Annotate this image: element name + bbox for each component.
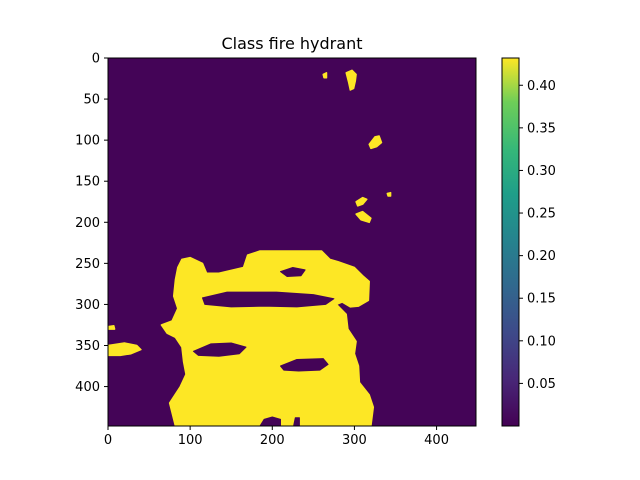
colorbar-tick-label: 0.10 [527,334,556,349]
heatmap-region-hole-lower-right [280,358,329,372]
colorbar-tick-label: 0.40 [527,79,556,94]
y-tick-label: 300 [75,298,100,313]
y-tick-label: 0 [92,52,100,67]
colorbar-tick-label: 0.25 [527,207,556,222]
heatmap-region-notch-bottom [293,417,300,426]
x-tick-label: 300 [342,433,367,448]
heatmap-area [108,58,476,426]
y-tick-label: 400 [75,380,100,395]
colorbar-tick-label: 0.05 [527,377,556,392]
heatmap-region-right-dot [386,191,392,197]
x-axis: 0 100 200 300 400 [104,426,449,448]
y-tick-label: 200 [75,216,100,231]
y-tick-label: 350 [75,339,100,354]
heatmap-region-hole-lower-left [192,342,247,357]
colorbar-frame [501,57,520,427]
y-tick-label: 50 [83,93,100,108]
colorbar-ticks: 0.05 0.10 0.15 0.20 0.25 0.30 0.35 0.40 [519,79,556,392]
heatmap-region-top-blob-b [322,72,328,79]
heatmap-region-left-arm [108,342,142,357]
plot-frame [107,57,477,427]
heatmap-region-right-blob-a [368,135,383,150]
heatmap-region-hole-mid [202,291,335,308]
y-tick-label: 250 [75,257,100,272]
x-tick-label: 200 [260,433,285,448]
x-tick-label: 100 [178,433,203,448]
heatmap-region-hole-upper [280,267,306,277]
x-tick-label: 400 [424,433,449,448]
y-tick-label: 100 [75,134,100,149]
y-tick-label: 150 [75,175,100,190]
y-axis: 0 50 100 150 200 250 300 350 400 [75,52,108,395]
heatmap-region-left-dot [108,325,116,330]
colorbar-tick-label: 0.35 [527,121,556,136]
heatmap-region-hole-bottom [259,416,281,426]
heatmap-region-top-blob-a [345,69,357,91]
heatmap-region-right-blob-c [355,210,372,224]
colorbar-gradient [502,58,519,426]
colorbar: 0.05 0.10 0.15 0.20 0.25 0.30 0.35 0.40 [501,57,556,427]
heatmap-region-right-blob-b [355,196,368,207]
colorbar-tick-label: 0.20 [527,249,556,264]
heatmap-region-main-blob [160,250,375,426]
colorbar-tick-label: 0.15 [527,292,556,307]
x-tick-label: 0 [104,433,112,448]
colorbar-tick-label: 0.30 [527,164,556,179]
chart-title: Class fire hydrant [222,34,363,53]
